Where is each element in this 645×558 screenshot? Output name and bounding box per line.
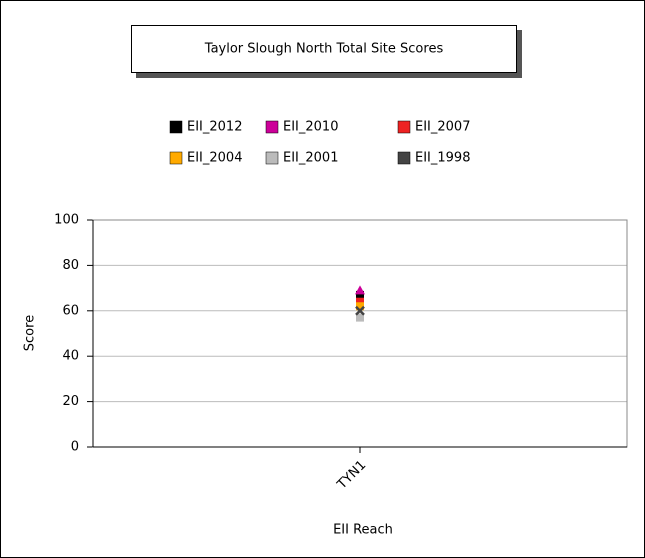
point (356, 313, 364, 322)
y-tick-label: 20 (62, 394, 79, 409)
x-axis-label: EII Reach (333, 523, 393, 538)
legend-swatch (265, 151, 279, 165)
legend-label: EII_1998 (415, 151, 470, 166)
point (356, 290, 364, 299)
y-tick-label: 60 (62, 303, 79, 318)
legend-label: EII_2010 (283, 120, 338, 135)
y-tick-label: 0 (71, 440, 79, 455)
y-tick-label: 40 (62, 349, 79, 364)
title-box (131, 25, 517, 73)
legend-swatch (397, 151, 411, 165)
legend-swatch (169, 120, 183, 134)
point (355, 305, 365, 316)
point (356, 297, 364, 306)
point (356, 302, 364, 311)
chart-title: Taylor Slough North Total Site Scores (204, 42, 444, 57)
legend-label: EII_2012 (187, 120, 242, 135)
y-axis-label: Score (23, 315, 38, 351)
legend-swatch (169, 151, 183, 165)
legend-label: EII_2004 (187, 151, 242, 166)
legend-label: EII_2001 (283, 151, 338, 166)
y-tick-label: 80 (62, 258, 79, 273)
legend-label: EII_2007 (415, 120, 470, 135)
point (355, 285, 365, 295)
legend-swatch (265, 120, 279, 134)
legend-swatch (397, 120, 411, 134)
y-tick-label: 100 (54, 213, 79, 228)
